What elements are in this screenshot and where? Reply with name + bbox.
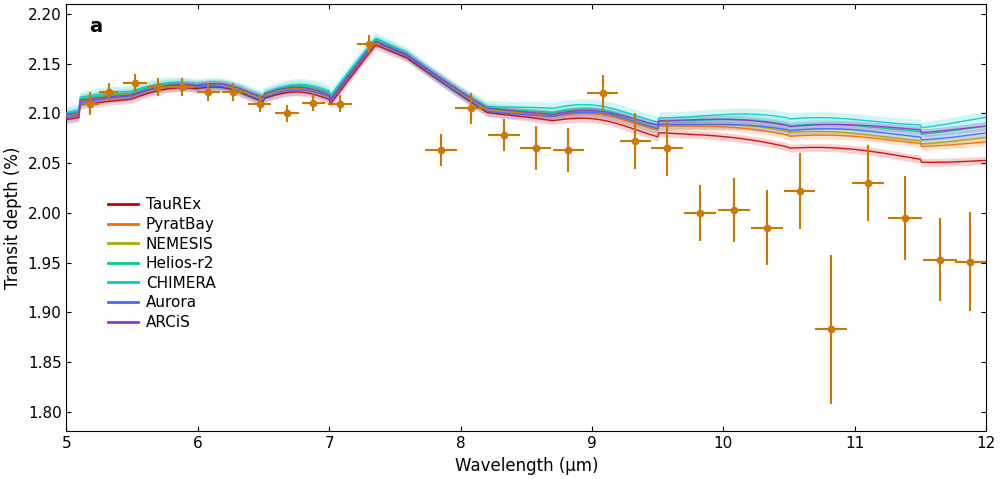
Y-axis label: Transit depth (%): Transit depth (%) xyxy=(4,147,22,289)
X-axis label: Wavelength (μm): Wavelength (μm) xyxy=(455,457,598,475)
Text: a: a xyxy=(89,17,103,36)
Legend: TauREx, PyratBay, NEMESIS, Helios-r2, CHIMERA, Aurora, ARCiS: TauREx, PyratBay, NEMESIS, Helios-r2, CH… xyxy=(102,191,222,336)
